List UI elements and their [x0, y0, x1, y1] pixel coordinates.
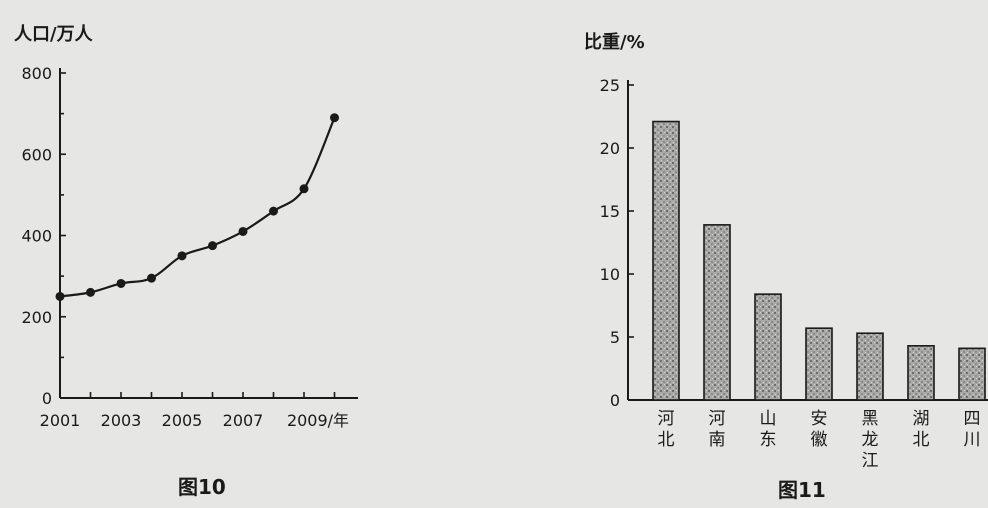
bar-chart-y-tick-label: 15: [600, 202, 620, 221]
bar-chart-y-tick-label: 5: [610, 328, 620, 347]
bar-chart-ylabel: 比重/%: [584, 31, 645, 53]
bar-chart-bar: [652, 120, 680, 401]
bar-chart-bar: [805, 327, 833, 401]
line-chart-series-line: [59, 117, 336, 298]
line-chart-y-tick-label: 800: [21, 64, 52, 83]
bar-chart-bar: [907, 345, 935, 401]
line-chart-ylabel: 人口/万人: [14, 24, 94, 45]
bar-chart-category-label: 山东: [760, 409, 777, 450]
line-chart-x-tick-label: 2001: [40, 411, 81, 430]
line-chart-caption: 图10: [178, 475, 226, 499]
line-chart-point: [208, 241, 217, 251]
line-chart-y-tick-label: 400: [21, 227, 52, 246]
bar-chart-category-label: 河北: [658, 409, 675, 450]
line-chart-point: [116, 278, 126, 288]
line-chart-y-tick-label: 0: [42, 389, 52, 408]
bar-chart-y-tick-label: 0: [610, 391, 620, 410]
bar-chart-bar: [958, 347, 986, 401]
bar-chart-bar: [754, 293, 782, 401]
line-chart-y-tick-label: 600: [21, 145, 52, 164]
line-chart-point: [147, 273, 156, 283]
line-chart-point: [330, 113, 339, 123]
bar-chart-category-label: 黑龙江: [862, 409, 879, 471]
line-chart-point: [55, 291, 65, 301]
bar-chart-category-label: 四川: [964, 409, 981, 450]
population-line-chart: 人口/万人 0 200 400 600 800 2001 2003 2005 2007 2009…: [14, 24, 358, 499]
bar-chart-category-label: 安徽: [811, 409, 828, 450]
bar-chart-category-label: 河南: [709, 409, 726, 450]
line-chart-point: [238, 226, 248, 236]
bar-chart-y-tick-label: 25: [600, 76, 620, 95]
line-chart-y-tick-label: 200: [21, 308, 52, 327]
bar-chart-bar: [856, 332, 884, 401]
bar-chart-caption: 图11: [778, 478, 826, 502]
line-chart-point: [177, 251, 187, 261]
line-chart-point: [86, 287, 95, 297]
bar-chart-bar: [703, 224, 731, 401]
bar-chart-y-tick-label: 20: [600, 139, 620, 158]
line-chart-point: [269, 206, 278, 216]
line-chart-x-tick-label: 2005: [162, 411, 203, 430]
bar-chart-category-label: 湖北: [913, 409, 930, 450]
line-chart-x-tick-label: 2009/年: [287, 411, 349, 430]
line-chart-point: [299, 184, 309, 194]
line-chart-x-tick-label: 2007: [223, 411, 264, 430]
bar-chart-y-tick-label: 10: [600, 265, 620, 284]
line-chart-x-tick-label: 2003: [101, 411, 142, 430]
